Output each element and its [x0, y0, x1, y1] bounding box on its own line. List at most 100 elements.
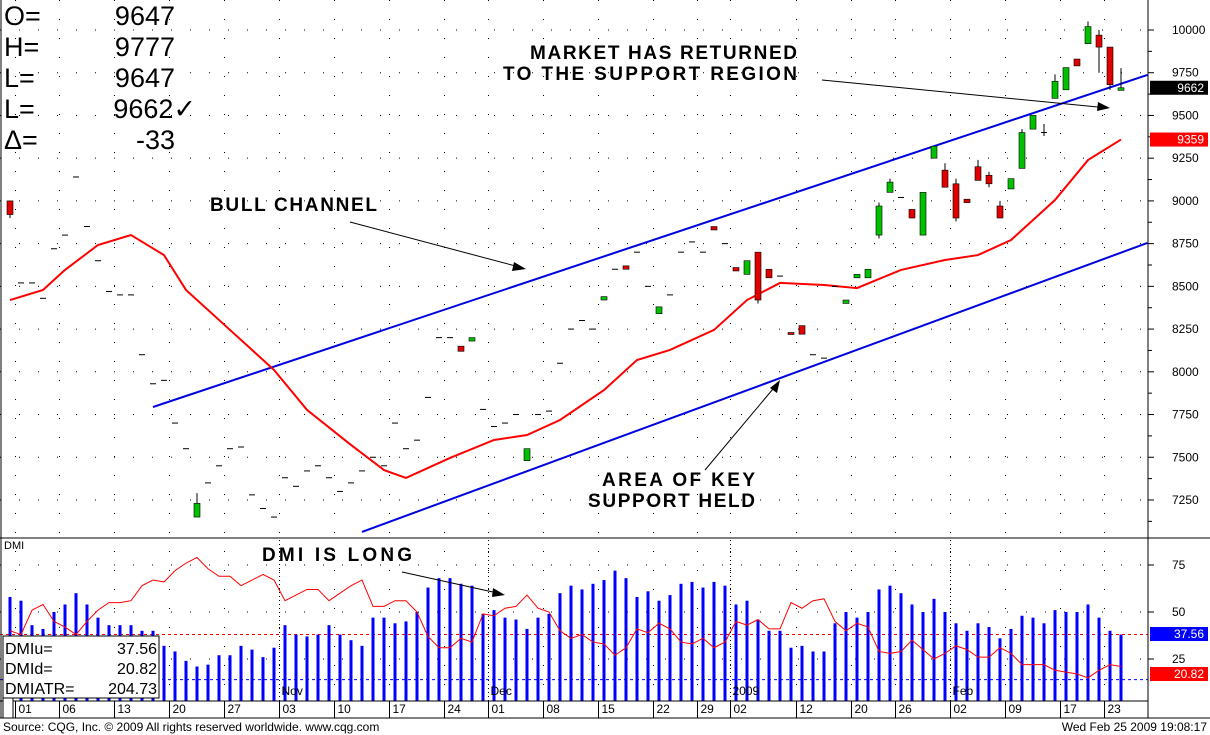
annotation-dmi-long: DMI IS LONG: [262, 545, 412, 566]
annotation-arrow-market: [821, 79, 1109, 109]
annotation-bull-channel: BULL CHANNEL: [210, 195, 377, 216]
last-price-label: 9662: [1177, 81, 1204, 95]
dmi-up-bar: [580, 589, 584, 701]
date-tick-label: 12: [800, 702, 814, 716]
candle-down: [908, 209, 916, 219]
candle-up: [1029, 115, 1037, 130]
candle-down: [963, 198, 971, 203]
date-tick-label: 20: [173, 702, 187, 716]
dmi-up-bar: [459, 583, 463, 701]
annotation-arrow-bull: [349, 221, 524, 269]
dmi-up-bar: [602, 580, 606, 701]
candle-down: [754, 251, 762, 301]
dmi-up-bar: [371, 617, 375, 701]
dmi-up-bar: [899, 593, 903, 701]
candle-up: [1051, 80, 1059, 99]
dmi-up-bar: [206, 664, 210, 701]
dmi-up-bar: [525, 628, 529, 701]
dmi-up-bar: [932, 598, 936, 701]
open-value: 9647: [115, 1, 175, 31]
dmi-up-bar: [965, 630, 969, 701]
candle-down: [1073, 58, 1081, 67]
arrowhead-icon: [512, 262, 526, 271]
dmi-up-bar: [437, 578, 441, 701]
dmi-up-bar: [888, 585, 892, 701]
dmi-atr-value: 204.73: [108, 681, 157, 698]
dmi-up-bar: [349, 640, 353, 701]
dmi-up-bar: [767, 630, 771, 701]
dmi-up-bar: [162, 645, 166, 701]
arrowhead-icon: [770, 380, 780, 393]
dmi-up-bar: [360, 645, 364, 701]
price-tick-label: 8250: [1172, 322, 1199, 336]
dmi-up-bar: [514, 619, 518, 701]
dmi-up-bar: [833, 623, 837, 701]
dmi-down-line: [9, 556, 1122, 679]
date-tick-label: 22: [657, 702, 671, 716]
annotation-support-line1: AREA OF KEY: [602, 470, 755, 491]
annotation-arrow-support: [704, 382, 779, 471]
dmi-plot: [0, 556, 1148, 701]
dmi-up-bar: [195, 666, 199, 701]
dmi-up-bar: [745, 600, 749, 701]
footer-timestamp: Wed Feb 25 2009 19:08:17: [1062, 720, 1208, 734]
candle-down: [1106, 46, 1114, 85]
dmi-up-bar: [734, 604, 738, 701]
price-tick-label: 8750: [1172, 237, 1199, 251]
price-tick-label: 7750: [1172, 408, 1199, 422]
date-tick-label: 01: [492, 702, 506, 716]
price-tick-label: 7500: [1172, 450, 1199, 464]
date-tick-label: 02: [734, 702, 748, 716]
date-tick-label: 09: [1009, 702, 1023, 716]
dmi-down-box: [1150, 667, 1208, 681]
dmi-up-bar: [382, 617, 386, 701]
dmi-up-bar: [1075, 612, 1079, 701]
dmi-up-bar: [756, 619, 760, 701]
dmi-tick-label: 25: [1172, 652, 1186, 666]
month-label: Feb: [953, 684, 974, 698]
dmi-up-bar: [393, 623, 397, 701]
dmi-up-box: [1150, 627, 1208, 641]
dmi-up-bar: [217, 655, 221, 701]
candle-down: [6, 200, 14, 215]
month-label: 2009: [733, 684, 760, 698]
candle-up: [864, 268, 872, 279]
arrowhead-icon: [492, 588, 505, 597]
footer-bar: [0, 719, 1210, 735]
candle-down: [974, 166, 982, 181]
date-tick-label: 17: [1064, 702, 1078, 716]
date-tick-label: 20: [855, 702, 869, 716]
date-tick-label: 08: [547, 702, 561, 716]
dmi-up-bar: [261, 657, 265, 701]
dmi-up-bar: [316, 634, 320, 701]
channel-lower-line: [361, 242, 1148, 533]
low-value: 9647: [115, 63, 175, 93]
dmi-up-bar: [877, 589, 881, 701]
dmi-up-bar: [954, 623, 958, 701]
dmi-up-bar: [800, 645, 804, 701]
dmi-up-bar: [536, 617, 540, 701]
dmi-up-bar: [305, 636, 309, 701]
dmi-up-bar: [184, 660, 188, 701]
scroll-box[interactable]: [2, 697, 14, 719]
date-tick-label: 10: [338, 702, 352, 716]
month-label: Nov: [282, 684, 303, 698]
dmi-up-bar: [173, 651, 177, 701]
candle-up: [1084, 26, 1092, 44]
candle-down: [952, 183, 960, 219]
axes: 10000 9750 9500 9250 9000 8750 8500 8250 8000 775…: [0, 0, 1210, 719]
dmi-up-bar: [624, 578, 628, 701]
candle-up: [1007, 178, 1015, 190]
dmi-up-bar: [778, 630, 782, 701]
date-tick-label: 13: [118, 702, 132, 716]
dmi-up-bar: [1020, 615, 1024, 701]
candle-down: [985, 174, 993, 185]
dmi-up-bar: [1108, 630, 1112, 701]
change-label: Δ=: [4, 125, 38, 155]
dmi-atr-label: DMIATR=: [5, 681, 74, 698]
dmi-up-bar: [327, 625, 331, 701]
change-value: -33: [136, 125, 175, 155]
price-tick-label: 9250: [1172, 151, 1199, 165]
dmi-up-bar: [646, 591, 650, 701]
candle-down: [1095, 34, 1103, 48]
